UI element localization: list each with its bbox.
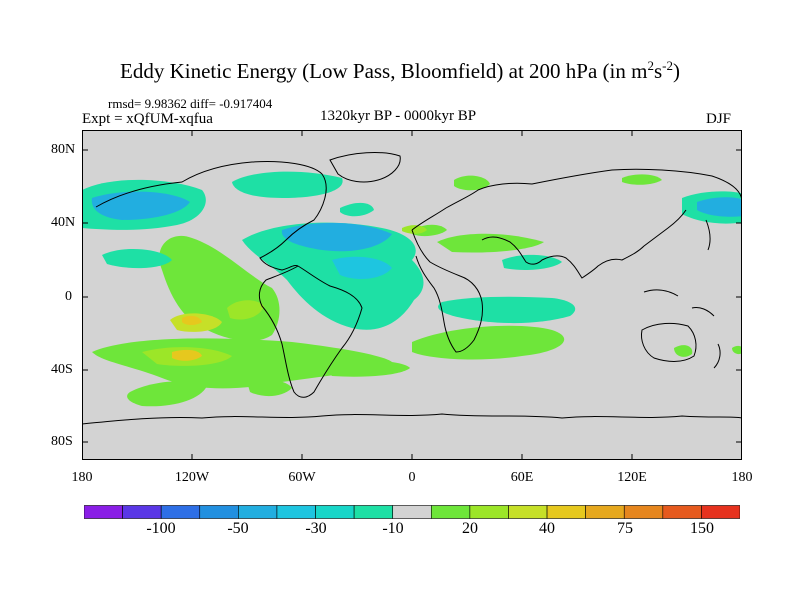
colorbar-box: [353, 505, 394, 519]
positive-anomaly-region: [674, 345, 693, 357]
lat-label: 80N: [51, 142, 76, 157]
negative-anomaly-region: [340, 202, 374, 217]
colorbar-box: [701, 505, 740, 519]
colorbar-box: [623, 505, 664, 519]
lat-label: 80S: [51, 434, 73, 449]
positive-anomaly-region: [127, 381, 207, 407]
colorbar-box: [160, 505, 201, 519]
colorbar-box: [508, 505, 548, 519]
strong-positive-region: [227, 300, 264, 320]
time-period-label: 1320kyr BP - 0000kyr BP: [320, 108, 477, 124]
lon-label: 180: [71, 470, 93, 485]
positive-anomaly-region: [437, 233, 544, 253]
colorbar-box: [276, 505, 316, 519]
colorbar-box: [392, 505, 432, 519]
positive-anomaly-region: [622, 174, 662, 185]
coastlines: [82, 152, 742, 425]
lon-label: 0: [408, 470, 416, 485]
strong-negative-region: [91, 191, 190, 220]
colorbar-label: -10: [382, 520, 404, 537]
negative-anomaly-region: [242, 222, 424, 330]
negative-anomaly-region: [232, 171, 343, 198]
strong-positive-region: [172, 349, 202, 361]
eke-difference-map: [82, 130, 742, 460]
colorbar-box: [84, 505, 123, 519]
colorbar-box: [585, 505, 625, 519]
negative-anomaly-region: [502, 254, 562, 270]
lon-label: 180: [731, 470, 753, 485]
lon-label: 60E: [510, 470, 534, 485]
positive-anomaly-region: [732, 345, 742, 355]
colorbar-box: [546, 505, 586, 519]
strong-positive-region: [402, 225, 427, 234]
colorbar: [84, 505, 740, 519]
map-title: Eddy Kinetic Energy (Low Pass, Bloomfiel…: [120, 58, 680, 83]
rmsd-diff-stats: rmsd= 9.98362 diff= -0.917404: [108, 96, 273, 111]
positive-anomaly-region: [247, 379, 292, 397]
negative-anomaly-region: [438, 296, 576, 324]
strong-positive-region: [182, 315, 202, 325]
lon-label: 60W: [288, 470, 316, 485]
positive-anomaly-region: [412, 325, 565, 360]
colorbar-box: [122, 505, 162, 519]
season-label: DJF: [706, 111, 732, 127]
lon-label: 120E: [617, 470, 647, 485]
colorbar-box: [662, 505, 702, 519]
experiment-label: Expt = xQfUM-xqfua: [82, 111, 213, 127]
axis-ticks: [82, 130, 742, 460]
colorbar-label: -100: [146, 520, 176, 537]
lat-label: 0: [65, 289, 72, 304]
colorbar-label: 20: [462, 520, 478, 537]
colorbar-box: [430, 505, 471, 519]
colorbar-box: [199, 505, 239, 519]
negative-anomaly-region: [102, 248, 172, 269]
lat-label: 40N: [51, 215, 76, 230]
colorbar-box: [469, 505, 509, 519]
lon-label: 120W: [174, 470, 210, 485]
positive-anomaly-region: [322, 360, 410, 377]
lat-label: 40S: [51, 362, 73, 377]
colorbar-label: -50: [227, 520, 249, 537]
colorbar-label: 40: [539, 520, 555, 537]
colorbar-box: [315, 505, 355, 519]
strong-negative-region: [281, 222, 392, 252]
positive-anomaly-region: [454, 175, 490, 191]
colorbar-label: -30: [305, 520, 327, 537]
strong-negative-region: [697, 197, 742, 217]
colorbar-label: 150: [690, 520, 714, 537]
colorbar-label: 75: [617, 520, 633, 537]
strong-negative-region: [332, 256, 392, 280]
colorbar-box: [238, 505, 278, 519]
